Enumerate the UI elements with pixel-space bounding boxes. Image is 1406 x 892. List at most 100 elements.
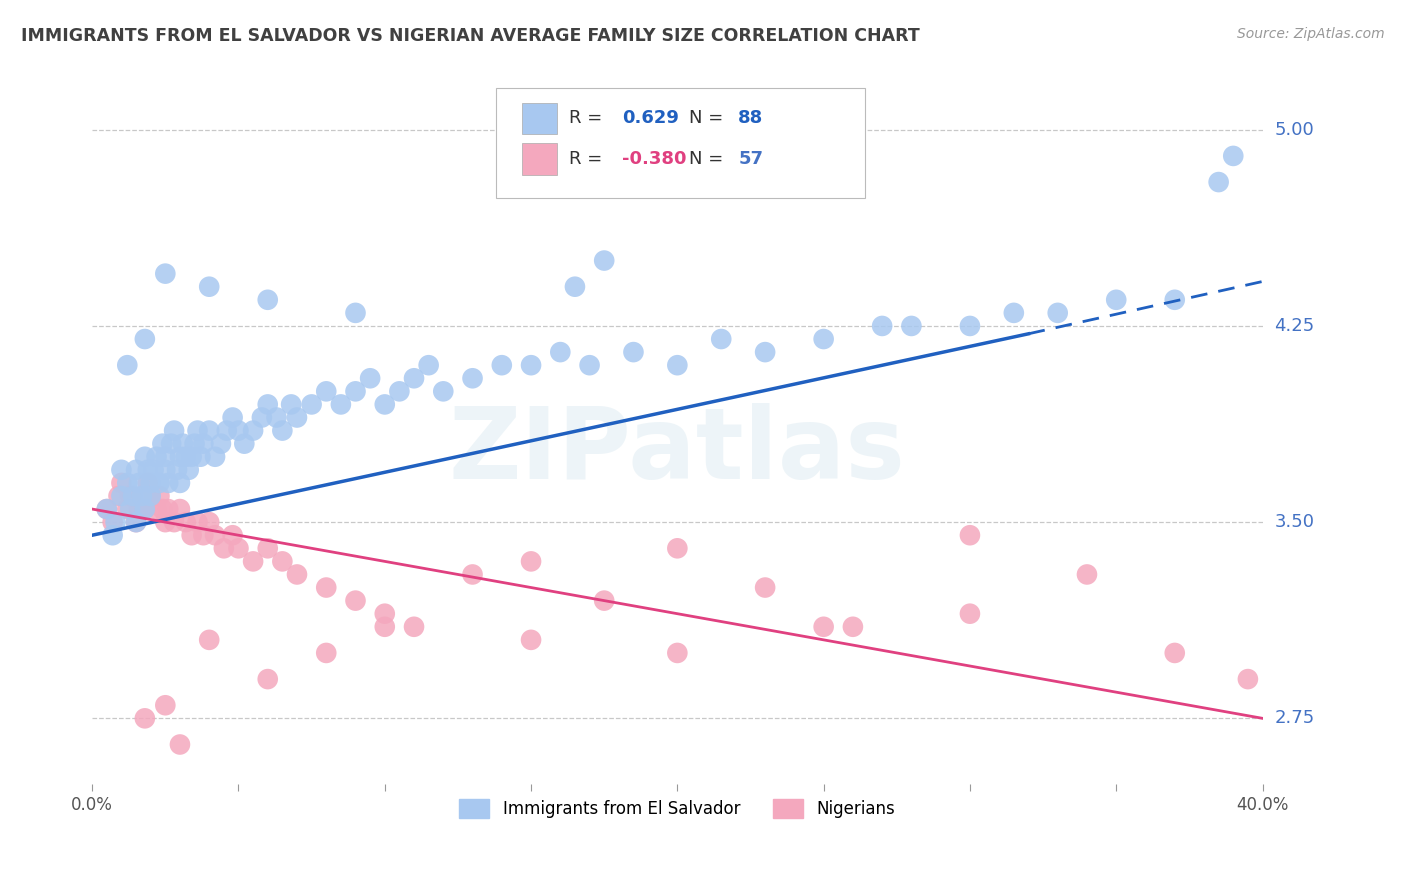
Point [250,410,273,425]
Point [221,410,243,425]
Text: 0.629: 0.629 [623,110,679,128]
Point [520,554,543,568]
Text: 57: 57 [738,150,763,168]
Point [101,528,124,542]
Point [842,620,865,634]
Point [1222,149,1244,163]
Point [166,463,188,477]
Point [1105,293,1128,307]
Point [169,475,191,490]
Point [134,711,156,725]
Point [148,475,170,490]
FancyBboxPatch shape [522,103,557,135]
Point [157,475,180,490]
Point [344,593,367,607]
Point [125,515,148,529]
Point [432,384,454,399]
Point [301,397,323,411]
Text: 88: 88 [738,110,763,128]
Point [402,620,425,634]
Point [155,450,177,464]
Point [204,528,226,542]
Point [198,279,221,293]
Point [1237,672,1260,686]
Point [315,581,337,595]
Point [710,332,733,346]
Point [169,502,191,516]
Point [593,593,616,607]
Point [122,489,145,503]
Point [120,489,142,503]
Point [754,345,776,359]
Point [186,424,208,438]
Point [136,475,159,490]
Point [186,515,208,529]
Point [388,384,411,399]
Point [491,358,513,372]
Point [285,410,308,425]
Point [160,436,183,450]
Point [136,463,159,477]
Point [145,502,167,516]
Point [221,528,243,542]
Point [402,371,425,385]
Point [139,489,162,503]
FancyBboxPatch shape [522,143,557,175]
Point [107,489,129,503]
Text: R =: R = [568,110,607,128]
Point [666,358,689,372]
Point [110,463,132,477]
Point [256,397,278,411]
Point [142,463,165,477]
Point [233,436,256,450]
Point [256,541,278,556]
Point [177,463,200,477]
Point [157,502,180,516]
Point [134,502,156,516]
Point [169,738,191,752]
Point [813,332,835,346]
Point [813,620,835,634]
FancyBboxPatch shape [496,88,865,197]
Text: ZIPatlas: ZIPatlas [449,403,905,500]
Point [242,424,264,438]
Point [266,410,288,425]
Point [256,293,278,307]
Point [280,397,302,411]
Point [242,554,264,568]
Point [134,502,156,516]
Point [134,450,156,464]
Point [180,450,202,464]
Point [959,528,981,542]
Point [1076,567,1098,582]
Point [1164,646,1187,660]
Point [125,515,148,529]
Point [374,397,396,411]
Point [959,607,981,621]
Point [593,253,616,268]
Point [163,424,186,438]
Text: R =: R = [568,150,607,168]
Text: 5.00: 5.00 [1274,120,1315,139]
Point [550,345,572,359]
Point [1208,175,1230,189]
Point [155,267,177,281]
Point [315,646,337,660]
Point [183,436,205,450]
Point [1002,306,1025,320]
Point [152,436,174,450]
Point [754,581,776,595]
Text: -0.380: -0.380 [623,150,688,168]
Point [145,450,167,464]
Point [155,698,177,713]
Point [271,554,294,568]
Point [212,541,235,556]
Point [155,515,177,529]
Point [180,528,202,542]
Point [104,515,127,529]
Point [139,489,162,503]
Point [461,371,484,385]
Point [134,332,156,346]
Point [125,463,148,477]
Point [155,463,177,477]
